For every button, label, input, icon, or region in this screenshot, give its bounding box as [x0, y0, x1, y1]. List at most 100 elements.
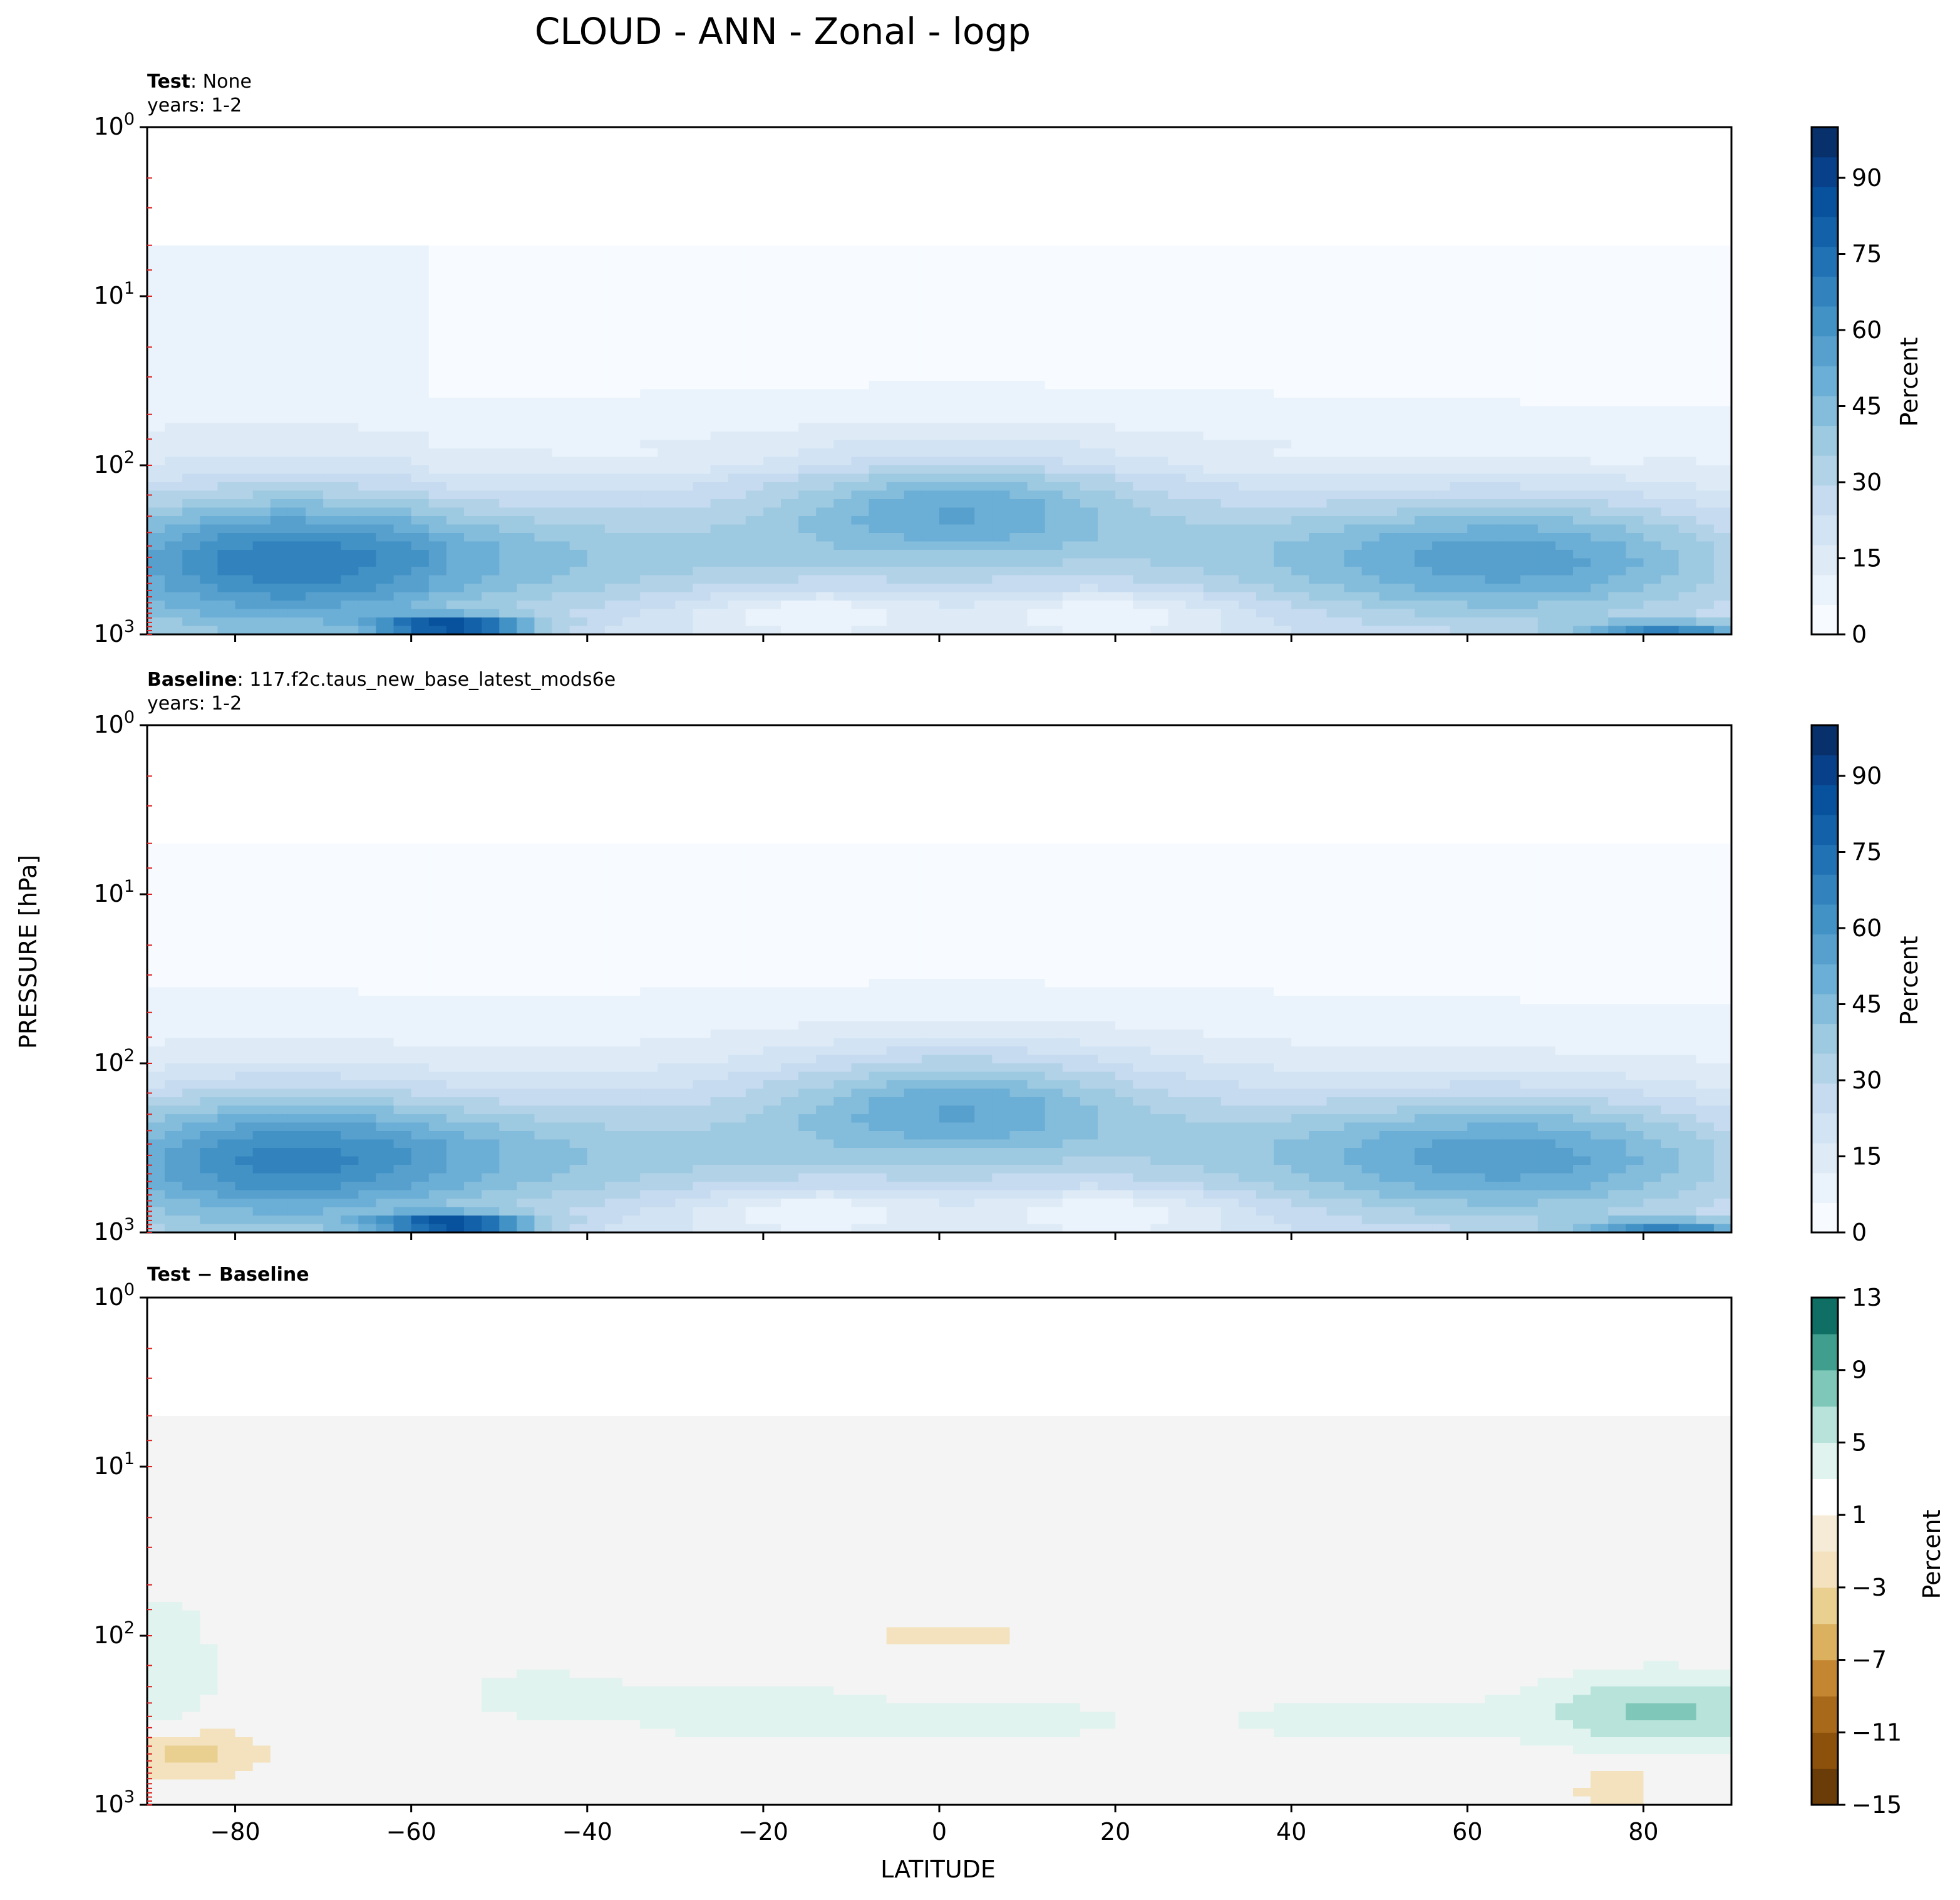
contour-cell: [1256, 626, 1274, 635]
contour-cell: [376, 508, 394, 517]
contour-cell: [1080, 279, 1098, 288]
y-tick-exponent: 3: [124, 617, 135, 636]
contour-cell: [833, 508, 852, 517]
contour-cell: [464, 844, 482, 852]
contour-cell: [1362, 356, 1380, 364]
contour-cell: [552, 626, 570, 635]
contour-cell: [570, 877, 588, 886]
contour-cell: [1098, 279, 1116, 288]
contour-cell: [534, 296, 552, 305]
contour-cell: [728, 390, 746, 398]
panel-label-rest: : 117.f2c.taus_new_base_latest_mods6e: [237, 669, 616, 691]
contour-cell: [394, 474, 412, 483]
contour-cell: [217, 860, 235, 869]
contour-cell: [1291, 894, 1309, 903]
contour-cell: [781, 852, 799, 861]
contour-cell: [1591, 398, 1609, 406]
contour-cell: [816, 601, 834, 609]
contour-cell: [1256, 576, 1274, 584]
contour-cell: [922, 860, 940, 869]
contour-cell: [288, 886, 306, 895]
contour-cell: [1186, 567, 1204, 576]
contour-cell: [499, 406, 517, 415]
contour-cell: [1538, 245, 1556, 254]
contour-cell: [1168, 626, 1186, 635]
contour-cell: [464, 903, 482, 912]
contour-cell: [1133, 894, 1151, 903]
contour-cell: [1344, 894, 1363, 903]
contour-cell: [1168, 313, 1186, 322]
contour-cell: [182, 567, 200, 576]
contour-cell: [1520, 617, 1539, 626]
contour-cell: [728, 576, 746, 584]
contour-cell: [781, 550, 799, 559]
contour-cell: [1009, 844, 1028, 852]
contour-cell: [394, 584, 412, 592]
colorbar-swatch: [1812, 336, 1838, 366]
colorbar-tick-label: 45: [1852, 393, 1882, 420]
contour-cell: [1380, 559, 1398, 567]
contour-cell: [1608, 313, 1626, 322]
contour-cell: [1063, 877, 1081, 886]
contour-cell: [1467, 516, 1485, 525]
contour-cell: [1362, 869, 1380, 878]
contour-cell: [640, 262, 658, 271]
contour-cell: [1221, 356, 1239, 364]
contour-cell: [763, 364, 781, 373]
contour-cell: [640, 584, 658, 592]
contour-cell: [1380, 525, 1398, 534]
contour-cell: [1309, 576, 1327, 584]
contour-cell: [1256, 860, 1274, 869]
contour-cell: [1520, 339, 1539, 348]
contour-cell: [1291, 533, 1309, 542]
contour-cell: [1520, 271, 1539, 280]
contour-cell: [957, 364, 975, 373]
contour-cell: [147, 576, 165, 584]
contour-cell: [165, 245, 183, 254]
contour-cell: [1573, 584, 1591, 592]
contour-cell: [658, 431, 676, 440]
contour-cell: [622, 330, 641, 339]
contour-cell: [922, 288, 940, 297]
contour-cell: [1098, 852, 1116, 861]
contour-cell: [288, 322, 306, 331]
contour-cell: [376, 254, 394, 263]
contour-cell: [833, 339, 852, 348]
contour-cell: [711, 550, 729, 559]
contour-cell: [1028, 852, 1046, 861]
contour-cell: [1133, 313, 1151, 322]
contour-cell: [1397, 860, 1415, 869]
contour-cell: [271, 448, 289, 457]
contour-cell: [939, 525, 957, 534]
contour-cell: [1133, 516, 1151, 525]
contour-cell: [587, 457, 606, 466]
contour-cell: [816, 271, 834, 280]
contour-cell: [974, 305, 993, 314]
contour-cell: [1432, 559, 1450, 567]
contour-cell: [1485, 415, 1503, 423]
contour-cell: [763, 440, 781, 449]
contour-cell: [1239, 860, 1257, 869]
contour-cell: [781, 886, 799, 895]
contour-cell: [675, 609, 693, 618]
contour-cell: [693, 559, 711, 567]
contour-cell: [464, 245, 482, 254]
contour-cell: [1661, 448, 1679, 457]
contour-cell: [1573, 592, 1591, 601]
contour-cell: [376, 499, 394, 508]
contour-cell: [622, 313, 641, 322]
contour-cell: [464, 911, 482, 920]
contour-cell: [147, 559, 165, 567]
contour-cell: [1133, 903, 1151, 912]
contour-cell: [1573, 626, 1591, 635]
contour-cell: [341, 474, 359, 483]
contour-cell: [1626, 364, 1644, 373]
contour-cell: [165, 567, 183, 576]
contour-cell: [833, 423, 852, 432]
contour-cell: [1573, 567, 1591, 576]
contour-cell: [429, 844, 447, 852]
contour-cell: [622, 617, 641, 626]
contour-cell: [306, 559, 324, 567]
contour-cell: [534, 373, 552, 381]
